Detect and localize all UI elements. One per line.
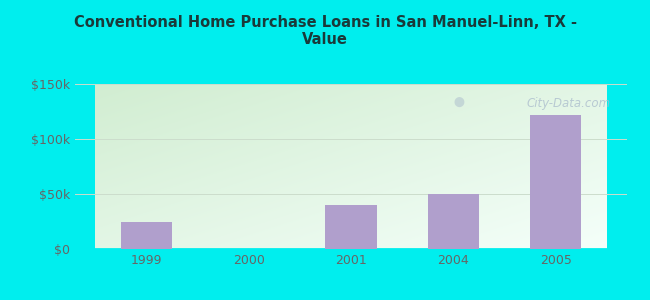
Bar bbox=[530, 115, 581, 249]
Text: Conventional Home Purchase Loans in San Manuel-Linn, TX -
Value: Conventional Home Purchase Loans in San … bbox=[73, 15, 577, 47]
Bar bbox=[326, 205, 376, 249]
Text: ⬤: ⬤ bbox=[453, 97, 464, 107]
Bar bbox=[121, 221, 172, 249]
Text: City-Data.com: City-Data.com bbox=[526, 97, 610, 110]
Bar bbox=[428, 194, 479, 249]
